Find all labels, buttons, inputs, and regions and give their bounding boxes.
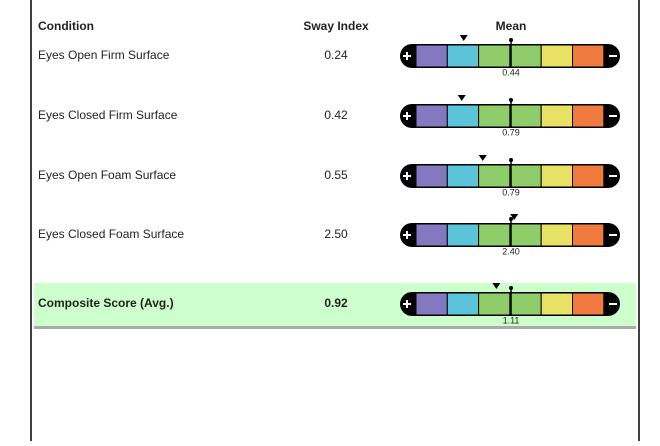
mean-label: 0.79 xyxy=(502,187,520,197)
gauge-segment xyxy=(540,44,574,68)
gauge-segment xyxy=(446,104,480,128)
gauge-segment xyxy=(415,44,448,68)
gauge-segment xyxy=(509,44,542,68)
mean-dot xyxy=(509,158,513,162)
gauge-segment xyxy=(446,292,480,316)
sway-index: 0.24 xyxy=(324,48,348,62)
gauge-segment xyxy=(446,223,480,247)
gauge-segment xyxy=(478,292,511,316)
mean-dot xyxy=(509,217,513,221)
gauge-segment xyxy=(478,44,511,68)
gauge-segment xyxy=(572,292,605,316)
sway-index: 2.50 xyxy=(324,227,348,241)
gauge-segment xyxy=(540,164,574,188)
condition: Eyes Open Firm Surface xyxy=(38,48,170,62)
gauge-segment xyxy=(415,164,448,188)
gauge-segment xyxy=(572,164,605,188)
condition: Composite Score (Avg.) xyxy=(38,296,174,310)
column-header: Mean xyxy=(496,19,527,33)
gauge-segment xyxy=(540,292,574,316)
gauge-segment xyxy=(478,104,511,128)
condition: Eyes Open Foam Surface xyxy=(38,168,176,182)
gauge-segment xyxy=(572,104,605,128)
gauge-segment xyxy=(509,164,542,188)
column-header: Condition xyxy=(38,19,94,33)
gauge-segment xyxy=(446,164,480,188)
condition: Eyes Closed Foam Surface xyxy=(38,227,184,241)
mean-dot xyxy=(509,98,513,102)
gauge-segment xyxy=(415,223,448,247)
sway-index: 0.42 xyxy=(324,108,348,122)
gauge-segment xyxy=(572,44,605,68)
sway-marker xyxy=(510,214,519,220)
gauge-segment xyxy=(509,292,542,316)
sway-marker xyxy=(457,95,466,101)
sway-index: 0.55 xyxy=(324,168,348,182)
condition: Eyes Closed Firm Surface xyxy=(38,108,178,122)
gauge-segment xyxy=(478,223,511,247)
gauge-segment xyxy=(478,164,511,188)
mean-dot xyxy=(509,286,513,290)
gauge-segment xyxy=(415,292,448,316)
frame xyxy=(30,0,640,444)
gauge-segment xyxy=(415,104,448,128)
gauge-segment xyxy=(540,223,574,247)
gauge-segment xyxy=(509,104,542,128)
gauge-segment xyxy=(572,223,605,247)
sway-index: 0.92 xyxy=(324,296,348,310)
gauge-segment xyxy=(446,44,480,68)
sway-marker xyxy=(478,155,487,161)
mean-dot xyxy=(509,38,513,42)
column-header: Sway Index xyxy=(303,19,369,33)
mean-label: 0.79 xyxy=(502,127,520,137)
mean-label: 2.40 xyxy=(502,246,520,256)
mean-label: 0.44 xyxy=(502,67,520,77)
sway-marker xyxy=(459,35,468,41)
mean-label: 1.11 xyxy=(503,315,520,325)
sway-marker xyxy=(492,283,501,289)
gauge-segment xyxy=(540,104,574,128)
composite-underline xyxy=(34,326,636,329)
gauge-segment xyxy=(509,223,542,247)
